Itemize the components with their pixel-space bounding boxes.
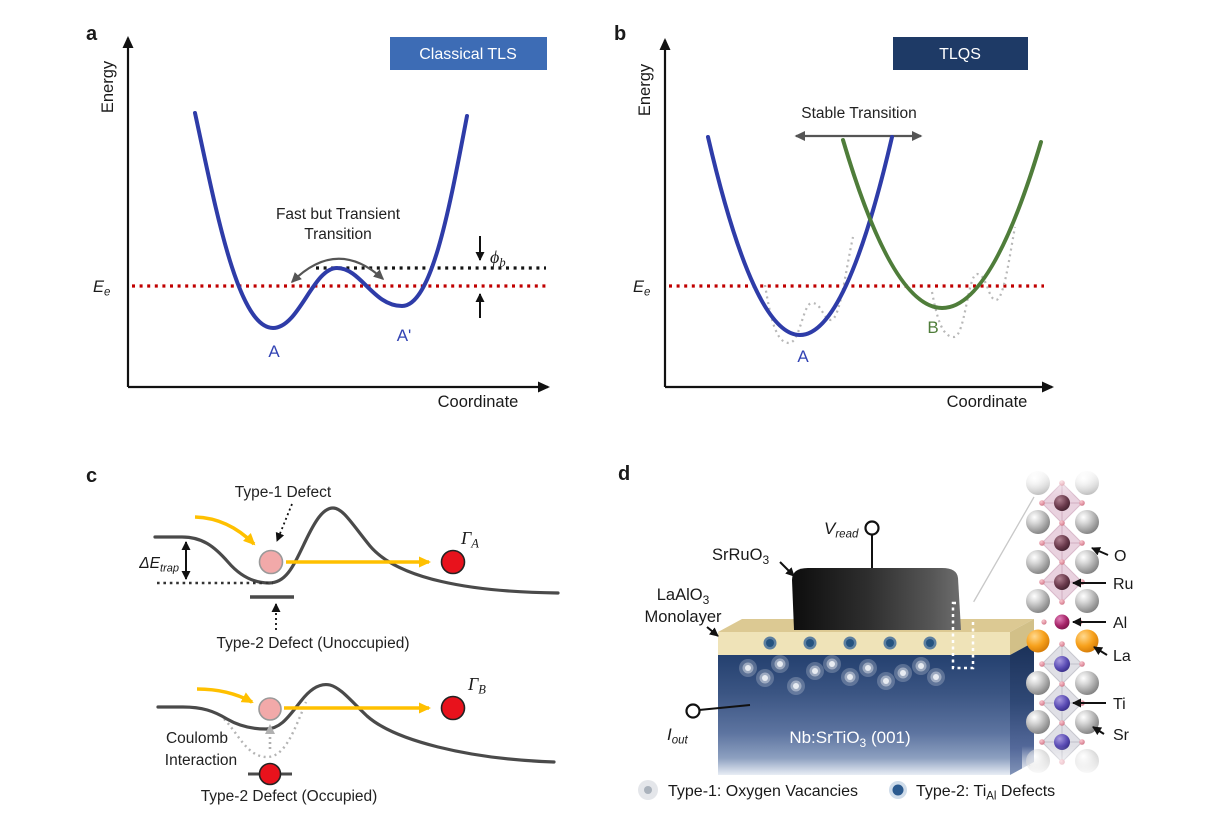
panel-b: b TLQS Energy Coordinate Stable Transiti… bbox=[614, 23, 1054, 411]
ru-atoms bbox=[1054, 495, 1070, 590]
vread-terminal bbox=[864, 520, 880, 536]
state-a-label: A bbox=[797, 347, 809, 366]
monolayer-label-line1: LaAlO3 bbox=[657, 586, 710, 607]
panel-a-tag: a bbox=[86, 23, 98, 45]
barrier-height-label: ϕb bbox=[490, 247, 506, 270]
vread-label: Vread bbox=[824, 519, 859, 541]
iout-terminal bbox=[685, 703, 701, 719]
coulomb-label-line2: Interaction bbox=[165, 752, 237, 769]
substrate-label: Nb:SrTiO3 (001) bbox=[789, 728, 910, 750]
monolayer-label-line2: Monolayer bbox=[644, 608, 722, 626]
monolayer-pointer bbox=[706, 626, 719, 637]
trapped-electron-a bbox=[258, 549, 284, 575]
parabola-a-curve bbox=[706, 135, 894, 337]
classical-tls-badge-label: Classical TLS bbox=[419, 46, 517, 63]
transition-label-line2: Transition bbox=[304, 226, 371, 243]
stable-transition-label: Stable Transition bbox=[801, 105, 916, 122]
legend: Type-1: Oxygen Vacancies Type-2: TiAl De… bbox=[638, 780, 1055, 803]
panel-a: a Classical TLS Energy Coordinate Fast b… bbox=[86, 23, 550, 411]
substrate-front-face bbox=[718, 655, 1010, 775]
ghost-double-well-a bbox=[763, 236, 855, 345]
parabola-b-curve bbox=[841, 138, 1043, 310]
tlqs-badge-label: TLQS bbox=[939, 46, 981, 63]
capture-arrow-b bbox=[196, 687, 254, 704]
monolayer-front-face bbox=[718, 632, 1010, 655]
state-a-label: A bbox=[268, 342, 280, 361]
legend-type2-swatch bbox=[889, 781, 907, 799]
la-label: La bbox=[1113, 648, 1131, 665]
rate-b-label: ΓB bbox=[467, 674, 486, 697]
type1-defect-pointer bbox=[275, 503, 293, 542]
transition-arc-arrow bbox=[290, 257, 385, 284]
ghost-deep-well bbox=[223, 701, 308, 759]
type2-occupied-electron bbox=[258, 762, 282, 786]
double-well-curve bbox=[193, 111, 469, 331]
potential-curve-unoccupied bbox=[153, 506, 560, 595]
atomic-column bbox=[1022, 468, 1102, 776]
la-pointer bbox=[1093, 646, 1108, 656]
column-top-fade bbox=[1022, 468, 1102, 496]
tlqs-badge bbox=[893, 37, 1028, 70]
state-b-label: B bbox=[927, 318, 938, 337]
sr-pointer bbox=[1092, 726, 1105, 736]
emission-level-label: Ee bbox=[633, 278, 650, 299]
ru-label: Ru bbox=[1113, 576, 1133, 593]
zoom-connector-top bbox=[972, 496, 1035, 604]
state-a-prime-label: A' bbox=[397, 326, 412, 345]
emission-level-label: Ee bbox=[93, 278, 110, 299]
electrode-shape bbox=[792, 568, 961, 630]
panel-c-tag: c bbox=[86, 465, 97, 487]
iout-wire bbox=[698, 704, 751, 711]
type1-defect-label: Type-1 Defect bbox=[235, 484, 332, 501]
transition-label-line1: Fast but Transient bbox=[276, 206, 401, 223]
emitted-electron-b bbox=[440, 695, 466, 721]
ghost-double-well-b bbox=[930, 226, 1017, 339]
classical-tls-badge bbox=[390, 37, 547, 70]
monolayer-right-face bbox=[1010, 619, 1034, 655]
sr-label: Sr bbox=[1113, 727, 1130, 744]
trap-depth-label: ΔEtrap bbox=[138, 555, 179, 575]
emitted-electron-a bbox=[440, 549, 466, 575]
legend-type1-swatch bbox=[638, 780, 658, 800]
rate-a-label: ΓA bbox=[460, 528, 479, 551]
legend-type2-label: Type-2: TiAl Defects bbox=[916, 783, 1055, 803]
potential-curve-occupied bbox=[156, 682, 556, 764]
trapped-electron-b bbox=[258, 697, 282, 721]
al-atom bbox=[1054, 614, 1070, 630]
al-label: Al bbox=[1113, 615, 1127, 632]
oxygen-vacancy-dots bbox=[739, 655, 945, 695]
type2-unoccupied-label: Type-2 Defect (Unoccupied) bbox=[217, 635, 410, 652]
ti-label: Ti bbox=[1113, 696, 1126, 713]
energy-axis-label: Energy bbox=[99, 60, 117, 113]
panel-c: c ΔEtrap Type-1 Defect ΓA Type-2 Defect … bbox=[86, 465, 560, 805]
panel-d: d Nb:SrTiO3 (001) Vread bbox=[618, 463, 1133, 803]
o-pointer bbox=[1091, 547, 1109, 556]
substrate-right-face bbox=[1010, 642, 1034, 775]
coulomb-label-line1: Coulomb bbox=[166, 730, 228, 747]
electrode-pointer bbox=[779, 561, 795, 577]
legend-type1-label: Type-1: Oxygen Vacancies bbox=[668, 783, 858, 800]
coordinate-axis-label: Coordinate bbox=[438, 393, 519, 411]
column-bottom-fade bbox=[1022, 746, 1102, 776]
panel-d-tag: d bbox=[618, 463, 630, 485]
la-atoms bbox=[1026, 629, 1099, 653]
type2-defect-dots bbox=[763, 636, 937, 650]
coordinate-axis-label: Coordinate bbox=[947, 393, 1028, 411]
zoom-region-box bbox=[951, 601, 975, 670]
type2-occupied-label: Type-2 Defect (Occupied) bbox=[201, 788, 378, 805]
capture-arrow-a bbox=[194, 515, 256, 546]
panel-b-tag: b bbox=[614, 23, 626, 45]
energy-axis-label: Energy bbox=[636, 63, 654, 116]
electrode-label: SrRuO3 bbox=[712, 546, 769, 567]
o-label: O bbox=[1114, 548, 1126, 565]
iout-label: Iout bbox=[667, 725, 689, 747]
